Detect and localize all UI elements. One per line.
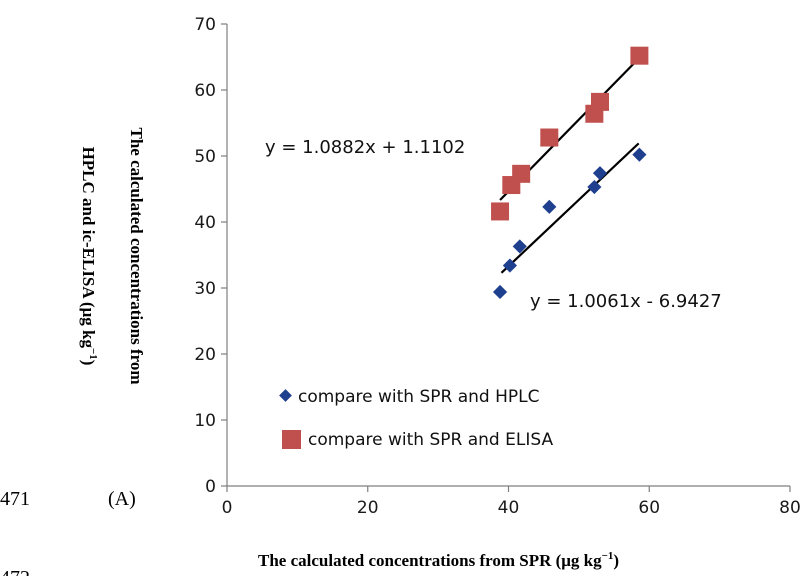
legend-label-elisa: compare with SPR and ELISA <box>308 430 553 450</box>
legend-marker-hplc <box>279 389 292 402</box>
y-axis-title: The calculated concentrations from HPLC … <box>79 127 146 384</box>
x-tick-label: 80 <box>779 498 801 518</box>
x-axis-title-sup: −1 <box>602 550 614 562</box>
y-tick-label: 30 <box>194 279 216 299</box>
svg-text:The calculated concentrations: The calculated concentrations from <box>127 127 146 384</box>
data-points <box>491 46 649 300</box>
x-tick-label: 0 <box>222 498 233 518</box>
elisa-point <box>590 92 609 111</box>
y-axis-title-line1: The calculated concentrations from <box>127 127 146 384</box>
x-axis-title: The calculated concentrations from SPR (… <box>258 551 602 570</box>
elisa-point <box>512 164 531 183</box>
hplc-point <box>542 199 557 214</box>
y-tick-label: 70 <box>194 15 216 35</box>
panel-label: (A) <box>108 488 136 510</box>
line-number-471: 471 <box>0 488 30 510</box>
elisa-point <box>630 46 649 65</box>
legend: compare with SPR and HPLC compare with S… <box>279 387 553 450</box>
x-tick-label: 40 <box>498 498 520 518</box>
x-axis-title-end: ) <box>613 551 619 570</box>
axis-ticks: 0 10 20 30 40 50 60 70 0 20 40 60 80 <box>194 15 800 518</box>
hplc-point <box>592 166 608 181</box>
line-number-472: 472 <box>0 567 30 576</box>
y-axis-title-line2: HPLC and ic-ELISA (μg kg <box>79 147 98 349</box>
elisa-point <box>540 128 559 147</box>
svg-text:The calculated concentrations: The calculated concentrations from SPR (… <box>258 550 619 570</box>
hplc-equation: y = 1.0061x - 6.9427 <box>530 291 722 312</box>
y-tick-label: 60 <box>194 81 216 101</box>
x-tick-label: 60 <box>638 498 660 518</box>
legend-label-hplc: compare with SPR and HPLC <box>298 387 540 407</box>
hplc-point <box>632 147 647 162</box>
y-tick-label: 10 <box>194 411 216 431</box>
elisa-point <box>491 202 510 221</box>
x-tick-label: 20 <box>357 498 379 518</box>
hplc-point <box>502 258 517 273</box>
trendline-hplc <box>500 142 640 274</box>
y-axis-title-sup: −1 <box>87 348 99 360</box>
y-tick-label: 40 <box>194 213 216 233</box>
y-axis-title-end: ) <box>79 360 98 366</box>
hplc-point <box>512 239 527 254</box>
hplc-point <box>587 179 602 195</box>
hplc-point <box>492 284 508 300</box>
y-tick-label: 20 <box>194 345 216 365</box>
legend-marker-elisa <box>282 430 301 449</box>
elisa-equation: y = 1.0882x + 1.1102 <box>265 137 465 158</box>
svg-text:HPLC and ic-ELISA (μg kg−1): HPLC and ic-ELISA (μg kg−1) <box>79 147 99 366</box>
y-tick-label: 50 <box>194 147 216 167</box>
y-tick-label: 0 <box>205 477 216 497</box>
